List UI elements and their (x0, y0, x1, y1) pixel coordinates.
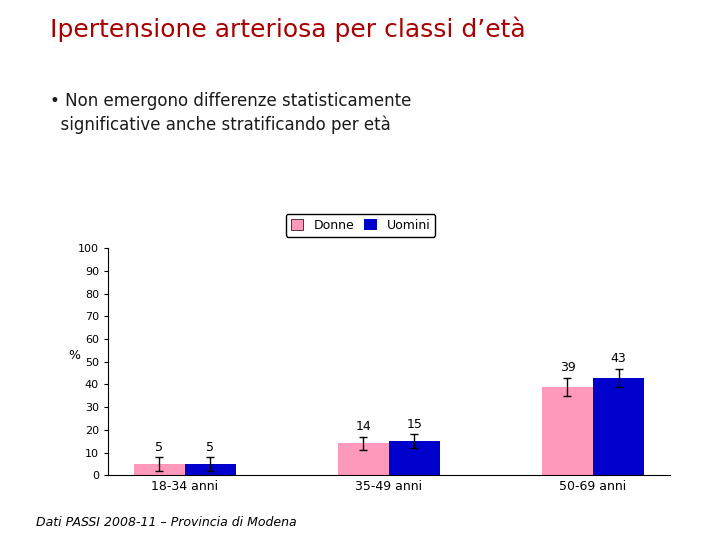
Bar (338, 443, 389, 475)
Text: 15: 15 (406, 418, 422, 431)
Legend: Donne, Uomini: Donne, Uomini (286, 214, 436, 237)
Text: • Non emergono differenze statisticamente
  significative anche stratificando pe: • Non emergono differenze statisticament… (50, 92, 412, 134)
Text: 14: 14 (356, 420, 371, 433)
Text: Ipertensione arteriosa per classi d’età: Ipertensione arteriosa per classi d’età (50, 16, 526, 42)
Y-axis label: %: % (68, 349, 80, 362)
Text: 43: 43 (611, 352, 626, 365)
Bar (542, 387, 593, 475)
Text: 5: 5 (155, 441, 163, 454)
Bar (184, 464, 235, 475)
Text: 39: 39 (559, 361, 575, 374)
Bar (133, 464, 184, 475)
Text: Dati PASSI 2008-11 – Provincia di Modena: Dati PASSI 2008-11 – Provincia di Modena (36, 516, 297, 529)
Bar (593, 377, 644, 475)
Text: 5: 5 (206, 441, 214, 454)
Bar (389, 441, 440, 475)
